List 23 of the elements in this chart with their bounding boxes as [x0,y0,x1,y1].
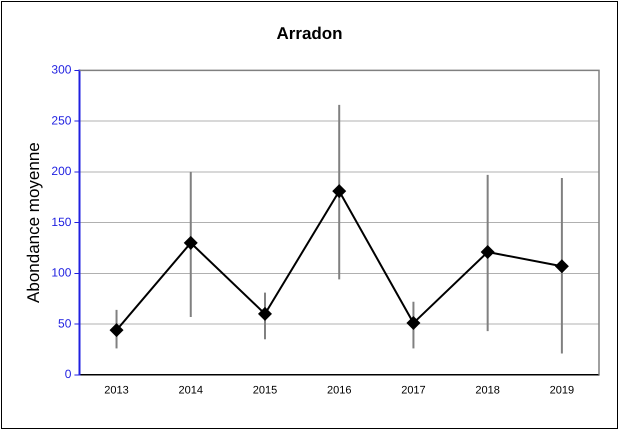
y-tick-label: 150 [51,214,72,229]
x-tick-label: 2017 [401,384,426,396]
point [258,306,272,321]
point [406,316,420,330]
point [554,259,569,274]
x-tick-label: 2018 [475,384,500,396]
y-tick-label: 200 [51,164,72,178]
x-tick-label: 2015 [252,384,278,396]
y-tick-label: 0 [64,367,72,382]
point [184,236,198,250]
y-tick-label: 300 [51,62,72,77]
y-axis-title: Abondance moyenne [24,142,43,303]
point [110,323,124,338]
x-tick-label: 2016 [326,384,352,396]
chart-title: Arradon [276,24,343,43]
x-tick-label: 2013 [104,384,129,396]
y-tick-label: 250 [51,113,72,128]
y-tick-label: 50 [58,316,72,330]
point [480,245,495,260]
x-tick-label: 2019 [550,384,574,396]
point [332,184,346,198]
x-tick-label: 2014 [178,384,203,396]
y-tick-label: 100 [51,266,72,280]
